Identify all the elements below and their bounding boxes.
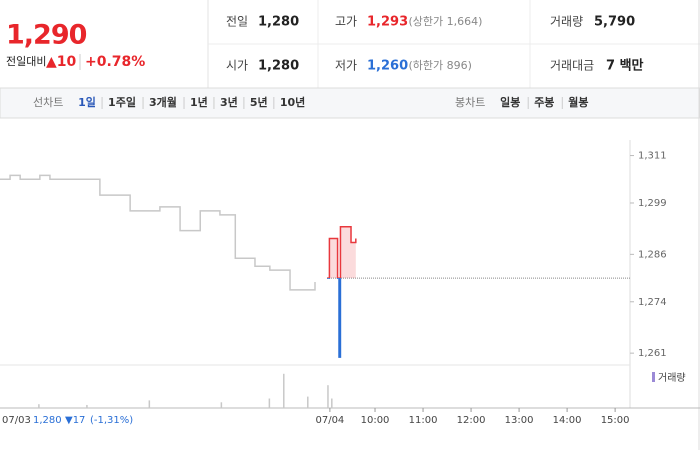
stat-value: 7 백만	[606, 58, 644, 74]
stat-value: 1,280	[258, 15, 299, 30]
volume-bar	[327, 385, 329, 408]
volume-bar	[86, 404, 88, 408]
legend-swatch	[652, 372, 655, 382]
stat-label: 시가	[226, 59, 248, 73]
tab-group-label: 선차트	[33, 96, 63, 109]
tab[interactable]: 월봉	[568, 95, 588, 109]
volume-bar	[220, 402, 223, 408]
footer-date: 07/03	[2, 415, 31, 426]
stat-label: 전일	[226, 15, 248, 29]
stat-label: 고가	[335, 15, 357, 29]
stat-value: 5,790	[594, 15, 635, 30]
stat-value: 1,280	[258, 59, 299, 74]
tab-bar	[0, 87, 700, 119]
tab[interactable]: 3개월	[149, 95, 177, 109]
change-pct: +0.78%	[85, 54, 145, 70]
x-tick-label: 11:00	[409, 415, 438, 426]
tab[interactable]: 일봉	[500, 95, 520, 109]
footer-close: 1,280	[33, 415, 62, 426]
plot: 1,261 1,274 1,286 1,299 1,311 07/04 10:00 11:00…	[0, 140, 700, 426]
x-tick-label: 15:00	[601, 415, 630, 426]
x-tick-label: 12:00	[457, 415, 486, 426]
tabs: 선차트 1일 1주일 3개월 1년 3년 5년 10년 봉차트 일봉 주봉 월봉	[33, 95, 589, 109]
y-tick-label: 1,299	[638, 198, 667, 209]
tab[interactable]: 1년	[190, 95, 208, 109]
y-tick-label: 1,261	[638, 348, 667, 359]
stat-value: 1,260	[367, 59, 408, 74]
tab[interactable]: 10년	[280, 95, 305, 109]
x-tick-label: 13:00	[505, 415, 534, 426]
price: 1,290	[6, 20, 87, 51]
y-tick-label: 1,311	[638, 151, 667, 162]
line	[327, 278, 342, 358]
volume-bar	[268, 398, 271, 408]
stat-note: (상한가 1,664)	[409, 15, 483, 28]
volume-bar	[331, 398, 333, 408]
change: ▲10	[46, 54, 77, 70]
stat-label: 거래량	[550, 15, 583, 29]
y-tick-label: 1,274	[638, 297, 667, 308]
tab[interactable]: 1주일	[108, 95, 136, 109]
tab[interactable]: 5년	[250, 95, 268, 109]
x-tick-label: 10:00	[361, 415, 390, 426]
stat-label: 거래대금	[550, 59, 594, 73]
footer-change_pct: (-1,31%)	[90, 415, 133, 426]
area	[329, 226, 356, 279]
stat-label: 저가	[335, 59, 357, 73]
tab[interactable]: 주봉	[534, 96, 554, 109]
y-tick-label: 1,286	[638, 249, 667, 260]
footer-change: ▼17	[65, 415, 85, 426]
x-tick-label: 07/04	[315, 415, 344, 426]
change-label: 전일대비	[6, 54, 46, 68]
volume-bar	[148, 400, 151, 408]
stat-value: 1,293	[367, 15, 408, 30]
x-tick-label: 14:00	[553, 415, 582, 426]
stats: 전일 1,280 고가 1,293 (상한가 1,664) 거래량 5,790 시가 1,280…	[226, 15, 644, 74]
tab[interactable]: 1일	[78, 95, 96, 109]
volume-bar	[283, 373, 285, 408]
stat-note: (하한가 896)	[409, 58, 472, 72]
volume-bar	[38, 404, 40, 408]
line	[0, 174, 316, 291]
volume-bar	[307, 396, 309, 408]
tab[interactable]: 3년	[220, 95, 238, 109]
line	[327, 225, 357, 279]
legend-label: 거래량	[658, 372, 686, 384]
tab-group-label: 봉차트	[455, 96, 485, 109]
